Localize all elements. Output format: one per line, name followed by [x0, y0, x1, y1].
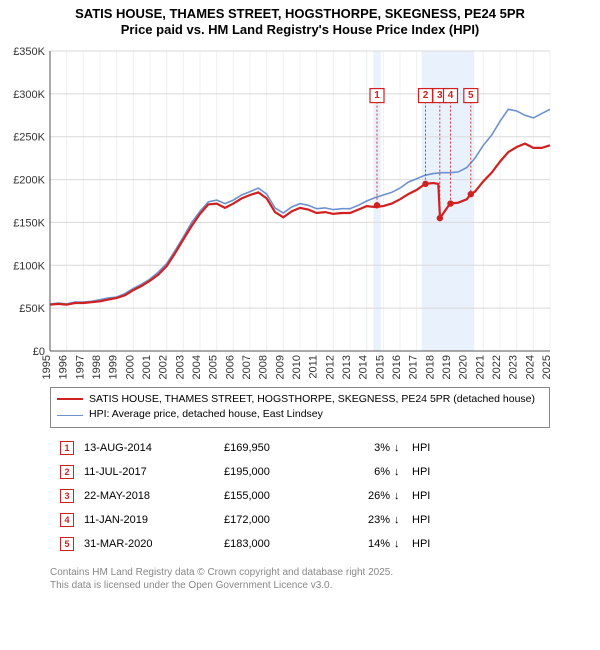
- table-row: 4 11-JAN-2019 £172,000 23% ↓ HPI: [50, 508, 550, 532]
- row-marker: 1: [60, 441, 74, 455]
- legend-item: HPI: Average price, detached house, East…: [57, 407, 543, 423]
- x-tick-label: 1999: [108, 355, 120, 379]
- x-tick-label: 2016: [391, 355, 403, 379]
- legend-item: SATIS HOUSE, THAMES STREET, HOGSTHORPE, …: [57, 392, 543, 408]
- sale-price: £172,000: [224, 514, 334, 526]
- chart-area: £0£50K£100K£150K£200K£250K£300K£350K1234…: [0, 41, 600, 381]
- legend-swatch: [57, 398, 83, 400]
- arrow-down-icon: ↓: [394, 466, 412, 478]
- x-tick-label: 2025: [541, 355, 553, 379]
- sale-pct: 23%: [334, 514, 394, 526]
- x-tick-label: 2022: [491, 355, 503, 379]
- sale-pct: 26%: [334, 490, 394, 502]
- y-tick-label: £200K: [13, 174, 45, 186]
- x-tick-label: 2003: [174, 355, 186, 379]
- y-tick-label: £100K: [13, 260, 45, 272]
- footer: Contains HM Land Registry data © Crown c…: [50, 566, 600, 592]
- legend-label: HPI: Average price, detached house, East…: [89, 407, 323, 423]
- hpi-label: HPI: [412, 538, 452, 550]
- marker-number: 5: [468, 90, 474, 101]
- hpi-label: HPI: [412, 490, 452, 502]
- x-tick-label: 2019: [441, 355, 453, 379]
- x-tick-label: 2015: [374, 355, 386, 379]
- arrow-down-icon: ↓: [394, 442, 412, 454]
- sale-pct: 6%: [334, 466, 394, 478]
- sale-pct: 14%: [334, 538, 394, 550]
- row-marker: 5: [60, 537, 74, 551]
- x-tick-label: 2018: [424, 355, 436, 379]
- x-tick-label: 2008: [258, 355, 270, 379]
- x-tick-label: 2004: [191, 355, 203, 379]
- marker-dot: [468, 190, 474, 196]
- table-row: 3 22-MAY-2018 £155,000 26% ↓ HPI: [50, 484, 550, 508]
- table-row: 5 31-MAR-2020 £183,000 14% ↓ HPI: [50, 532, 550, 556]
- x-tick-label: 2002: [158, 355, 170, 379]
- sales-table: 1 13-AUG-2014 £169,950 3% ↓ HPI 2 11-JUL…: [50, 436, 550, 556]
- sale-date: 22-MAY-2018: [84, 490, 224, 502]
- sale-pct: 3%: [334, 442, 394, 454]
- x-tick-label: 2020: [458, 355, 470, 379]
- x-tick-label: 2009: [274, 355, 286, 379]
- x-tick-label: 2005: [208, 355, 220, 379]
- marker-number: 3: [437, 90, 443, 101]
- y-tick-label: £250K: [13, 131, 45, 143]
- x-tick-label: 2017: [408, 355, 420, 379]
- arrow-down-icon: ↓: [394, 490, 412, 502]
- x-tick-label: 2010: [291, 355, 303, 379]
- hpi-label: HPI: [412, 514, 452, 526]
- x-tick-label: 2001: [141, 355, 153, 379]
- y-tick-label: £150K: [13, 217, 45, 229]
- x-tick-label: 1998: [91, 355, 103, 379]
- title-line-1: SATIS HOUSE, THAMES STREET, HOGSTHORPE, …: [8, 6, 592, 22]
- legend: SATIS HOUSE, THAMES STREET, HOGSTHORPE, …: [50, 387, 550, 429]
- marker-number: 1: [374, 90, 380, 101]
- hpi-label: HPI: [412, 466, 452, 478]
- chart-title: SATIS HOUSE, THAMES STREET, HOGSTHORPE, …: [0, 0, 600, 41]
- hpi-label: HPI: [412, 442, 452, 454]
- sale-date: 11-JUL-2017: [84, 466, 224, 478]
- row-marker: 3: [60, 489, 74, 503]
- y-tick-label: £50K: [19, 303, 45, 315]
- marker-dot: [437, 214, 443, 220]
- table-row: 1 13-AUG-2014 £169,950 3% ↓ HPI: [50, 436, 550, 460]
- x-tick-label: 2007: [241, 355, 253, 379]
- legend-swatch: [57, 415, 83, 416]
- sale-price: £183,000: [224, 538, 334, 550]
- x-tick-label: 2006: [224, 355, 236, 379]
- marker-dot: [447, 200, 453, 206]
- row-marker: 4: [60, 513, 74, 527]
- sale-date: 11-JAN-2019: [84, 514, 224, 526]
- row-marker: 2: [60, 465, 74, 479]
- y-tick-label: £350K: [13, 46, 45, 58]
- marker-dot: [374, 202, 380, 208]
- sale-price: £195,000: [224, 466, 334, 478]
- marker-number: 2: [423, 90, 429, 101]
- legend-label: SATIS HOUSE, THAMES STREET, HOGSTHORPE, …: [89, 392, 535, 408]
- x-tick-label: 2013: [341, 355, 353, 379]
- marker-number: 4: [448, 90, 454, 101]
- x-tick-label: 1997: [74, 355, 86, 379]
- sale-date: 31-MAR-2020: [84, 538, 224, 550]
- x-tick-label: 2011: [308, 355, 320, 379]
- arrow-down-icon: ↓: [394, 514, 412, 526]
- title-line-2: Price paid vs. HM Land Registry's House …: [8, 22, 592, 38]
- x-tick-label: 2012: [324, 355, 336, 379]
- x-tick-label: 2014: [358, 355, 370, 379]
- x-tick-label: 2000: [124, 355, 136, 379]
- x-tick-label: 2023: [508, 355, 520, 379]
- x-tick-label: 1995: [41, 355, 53, 379]
- footer-line-1: Contains HM Land Registry data © Crown c…: [50, 566, 600, 579]
- marker-dot: [422, 180, 428, 186]
- sale-date: 13-AUG-2014: [84, 442, 224, 454]
- x-tick-label: 2021: [474, 355, 486, 379]
- footer-line-2: This data is licensed under the Open Gov…: [50, 579, 600, 592]
- x-tick-label: 2024: [524, 355, 536, 379]
- sale-price: £169,950: [224, 442, 334, 454]
- arrow-down-icon: ↓: [394, 538, 412, 550]
- y-tick-label: £300K: [13, 88, 45, 100]
- x-tick-label: 1996: [58, 355, 70, 379]
- price-chart: £0£50K£100K£150K£200K£250K£300K£350K1234…: [0, 41, 560, 381]
- table-row: 2 11-JUL-2017 £195,000 6% ↓ HPI: [50, 460, 550, 484]
- sale-price: £155,000: [224, 490, 334, 502]
